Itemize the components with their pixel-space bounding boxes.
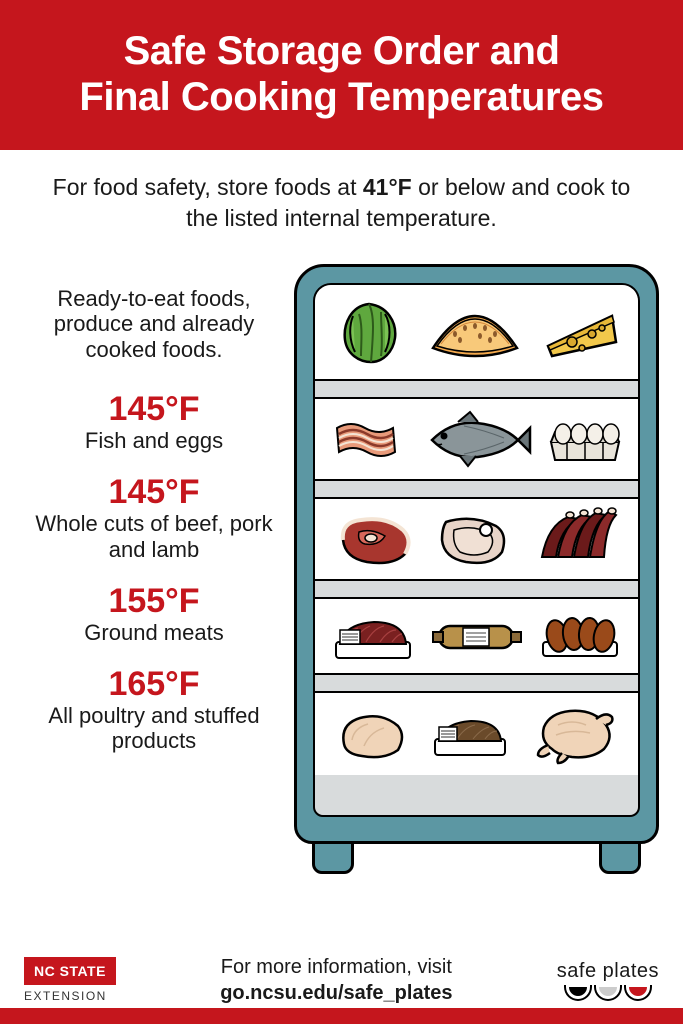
shelf-desc-3: Whole cuts of beef, pork and lamb xyxy=(24,511,284,562)
melon-icon xyxy=(425,302,525,362)
shelf-label-5: 165°F All poultry and stuffed products xyxy=(24,667,284,754)
shelf-desc-4: Ground meats xyxy=(24,620,284,645)
header-banner: Safe Storage Order and Final Cooking Tem… xyxy=(0,0,683,150)
fridge-body xyxy=(294,264,659,844)
page-title: Safe Storage Order and Final Cooking Tem… xyxy=(20,28,663,120)
shelf-temp-2: 145°F xyxy=(24,392,284,426)
shelf-temp-3: 145°F xyxy=(24,475,284,509)
shelf-desc-5: All poultry and stuffed products xyxy=(24,703,284,754)
bacon-icon xyxy=(329,412,403,466)
cheese-icon xyxy=(542,302,622,362)
shelf-divider xyxy=(315,481,638,499)
footer-url: go.ncsu.edu/safe_plates xyxy=(220,982,452,1004)
shelf-1 xyxy=(315,285,638,381)
ground-poultry-icon xyxy=(429,707,511,761)
fish-icon xyxy=(414,406,534,472)
shelf-desc-2: Fish and eggs xyxy=(24,428,284,453)
shelf-5 xyxy=(315,693,638,775)
chicken-breast-icon xyxy=(332,706,412,762)
eggs-icon xyxy=(545,412,625,466)
main-content: Ready-to-eat foods, produce and already … xyxy=(0,244,683,874)
fridge-illustration xyxy=(294,264,659,874)
shelf-divider xyxy=(315,381,638,399)
sausages-icon xyxy=(537,610,623,662)
shelf-divider xyxy=(315,675,638,693)
shelf-label-3: 145°F Whole cuts of beef, pork and lamb xyxy=(24,475,284,562)
safeplates-text: safe plates xyxy=(557,960,659,983)
shelf-label-1: Ready-to-eat foods, produce and already … xyxy=(24,286,284,362)
shelf-4 xyxy=(315,599,638,675)
fridge-column xyxy=(294,264,665,874)
shelf-3 xyxy=(315,499,638,581)
shelf-temp-5: 165°F xyxy=(24,667,284,701)
lettuce-icon xyxy=(331,296,409,368)
sausage-roll-icon xyxy=(429,616,523,656)
title-line-1: Safe Storage Order and xyxy=(124,29,560,73)
fridge-interior xyxy=(313,283,640,817)
shelf-label-4: 155°F Ground meats xyxy=(24,584,284,645)
ribs-icon xyxy=(530,505,622,573)
whole-chicken-icon xyxy=(528,701,622,767)
safeplates-logo: safe plates xyxy=(557,960,659,1001)
shelf-temp-4: 155°F xyxy=(24,584,284,618)
safeplates-bowls-icon xyxy=(557,985,659,1001)
ncstate-top: NC STATE xyxy=(24,957,116,985)
bottom-bar xyxy=(0,1008,683,1024)
pork-chop-icon xyxy=(432,508,514,570)
ncstate-bot: EXTENSION xyxy=(24,985,116,1003)
title-line-2: Final Cooking Temperatures xyxy=(79,75,603,119)
shelf-desc-1: Ready-to-eat foods, produce and already … xyxy=(24,286,284,362)
ncstate-logo: NC STATE EXTENSION xyxy=(24,957,116,1003)
footer: NC STATE EXTENSION For more information,… xyxy=(0,954,683,1006)
shelf-2 xyxy=(315,399,638,481)
labels-column: Ready-to-eat foods, produce and already … xyxy=(24,264,284,874)
ground-beef-icon xyxy=(330,608,416,664)
footer-info: For more information, visit go.ncsu.edu/… xyxy=(136,954,537,1006)
steak-icon xyxy=(331,508,417,570)
subtitle: For food safety, store foods at 41°F or … xyxy=(0,150,683,244)
shelf-divider xyxy=(315,581,638,599)
shelf-label-2: 145°F Fish and eggs xyxy=(24,392,284,453)
